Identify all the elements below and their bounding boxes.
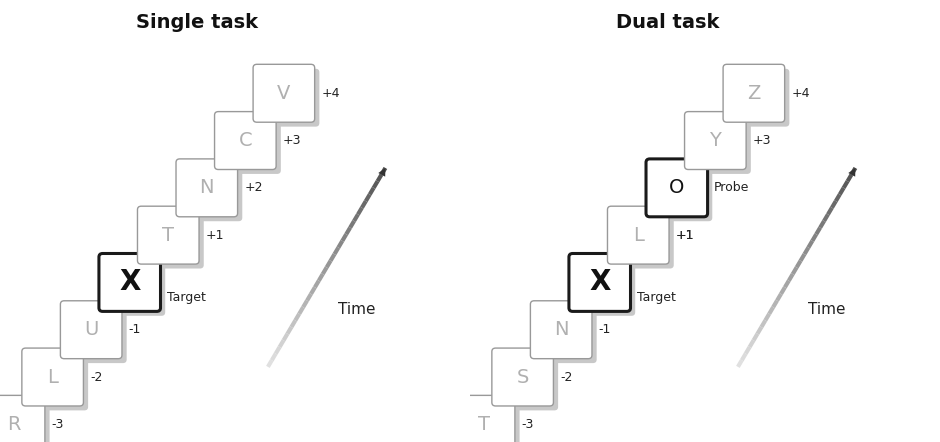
FancyBboxPatch shape (535, 305, 597, 363)
FancyBboxPatch shape (253, 64, 315, 122)
Text: O: O (669, 179, 684, 197)
Text: +3: +3 (283, 134, 301, 147)
Text: +1: +1 (676, 229, 694, 242)
Text: N: N (199, 179, 214, 197)
Text: Y: Y (710, 131, 721, 150)
FancyBboxPatch shape (22, 348, 84, 406)
FancyBboxPatch shape (219, 116, 281, 174)
Text: +4: +4 (321, 87, 339, 100)
FancyBboxPatch shape (573, 258, 635, 316)
Text: T: T (478, 415, 490, 434)
Text: X: X (119, 268, 140, 297)
Text: -2: -2 (560, 370, 572, 384)
FancyBboxPatch shape (0, 400, 50, 442)
Text: C: C (239, 131, 252, 150)
FancyBboxPatch shape (458, 400, 520, 442)
Text: S: S (516, 368, 529, 386)
FancyBboxPatch shape (65, 305, 127, 363)
FancyBboxPatch shape (646, 159, 708, 217)
Text: N: N (554, 320, 569, 339)
Text: +2: +2 (244, 181, 262, 194)
Text: Z: Z (747, 84, 760, 103)
FancyBboxPatch shape (99, 253, 161, 311)
Text: Target: Target (637, 291, 676, 304)
Text: Dual task: Dual task (616, 13, 719, 32)
FancyBboxPatch shape (530, 301, 592, 359)
FancyBboxPatch shape (728, 69, 790, 126)
FancyBboxPatch shape (214, 111, 276, 169)
FancyBboxPatch shape (180, 163, 243, 221)
Text: V: V (277, 84, 290, 103)
Text: -3: -3 (52, 418, 64, 431)
FancyBboxPatch shape (453, 395, 515, 442)
FancyBboxPatch shape (137, 206, 199, 264)
FancyBboxPatch shape (496, 353, 558, 410)
FancyBboxPatch shape (142, 211, 204, 268)
Text: L: L (47, 368, 58, 386)
Text: Single task: Single task (136, 13, 258, 32)
Text: Time: Time (808, 302, 846, 317)
Text: +3: +3 (753, 134, 771, 147)
Text: R: R (8, 415, 21, 434)
FancyBboxPatch shape (492, 348, 554, 406)
FancyBboxPatch shape (176, 159, 238, 217)
Text: +1: +1 (206, 229, 224, 242)
FancyBboxPatch shape (650, 163, 713, 221)
FancyBboxPatch shape (569, 253, 631, 311)
Text: -1: -1 (599, 323, 611, 336)
Text: +1: +1 (676, 229, 694, 242)
FancyBboxPatch shape (607, 206, 669, 264)
FancyBboxPatch shape (684, 111, 746, 169)
Text: -1: -1 (129, 323, 141, 336)
FancyBboxPatch shape (103, 258, 165, 316)
Text: Probe: Probe (714, 181, 749, 194)
FancyBboxPatch shape (612, 211, 674, 268)
FancyBboxPatch shape (723, 64, 785, 122)
FancyBboxPatch shape (0, 395, 45, 442)
Text: +4: +4 (791, 87, 809, 100)
FancyBboxPatch shape (60, 301, 122, 359)
Text: T: T (163, 226, 174, 244)
Text: L: L (633, 226, 644, 244)
Text: U: U (84, 320, 99, 339)
FancyBboxPatch shape (689, 116, 751, 174)
Text: -2: -2 (90, 370, 102, 384)
FancyBboxPatch shape (26, 353, 88, 410)
Text: -3: -3 (522, 418, 534, 431)
FancyBboxPatch shape (258, 69, 320, 126)
Text: Time: Time (338, 302, 376, 317)
Text: Target: Target (167, 291, 206, 304)
Text: X: X (589, 268, 610, 297)
